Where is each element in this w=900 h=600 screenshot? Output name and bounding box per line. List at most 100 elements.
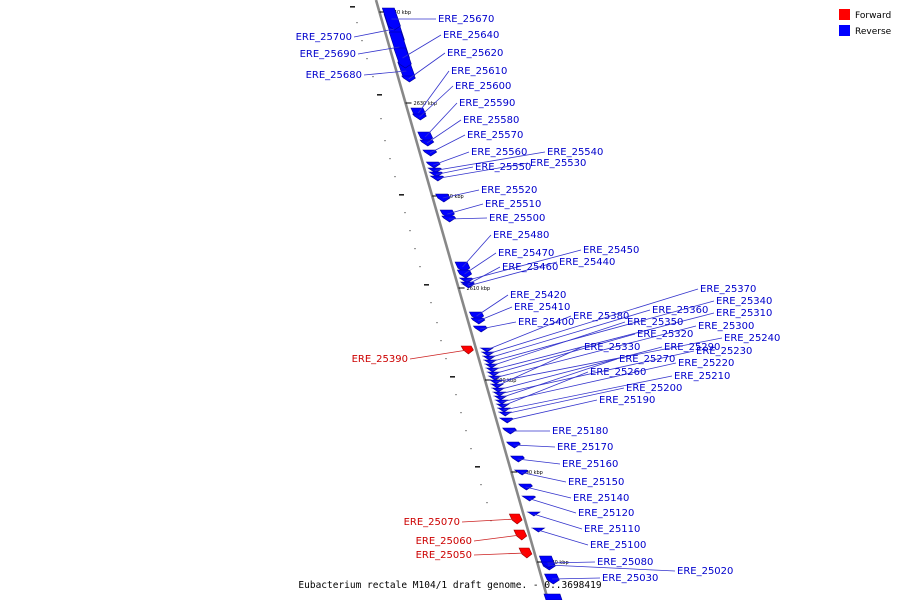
- gene-label[interactable]: ERE_25030: [602, 573, 658, 584]
- label-leader: [494, 325, 697, 379]
- label-leader: [363, 70, 407, 76]
- gene-label[interactable]: ERE_25290: [664, 342, 720, 353]
- gene-label[interactable]: ERE_25110: [584, 524, 640, 535]
- gene-label[interactable]: ERE_25440: [559, 257, 615, 268]
- gene-label[interactable]: ERE_25120: [578, 508, 634, 519]
- gene-label[interactable]: ERE_25070: [404, 517, 460, 528]
- reference-mark: [445, 358, 447, 360]
- gene-label[interactable]: ERE_25180: [552, 426, 608, 437]
- gene-label[interactable]: ERE_25230: [696, 346, 752, 357]
- label-leader: [442, 189, 480, 199]
- reference-mark: [380, 118, 382, 120]
- gene-label[interactable]: ERE_25670: [438, 14, 494, 25]
- gene-label[interactable]: ERE_25460: [502, 262, 558, 273]
- gene-feature-partial: [543, 593, 563, 600]
- genome-caption: Eubacterium rectale M104/1 draft genome.…: [298, 580, 601, 591]
- gene-label[interactable]: ERE_25690: [300, 49, 356, 60]
- label-leader: [409, 349, 468, 360]
- gene-label[interactable]: ERE_25540: [547, 147, 603, 158]
- label-leader: [547, 561, 596, 564]
- gene-label[interactable]: ERE_25560: [471, 147, 527, 158]
- gene-label[interactable]: ERE_25520: [481, 185, 537, 196]
- gene-label[interactable]: ERE_25210: [674, 371, 730, 382]
- reference-mark: [414, 248, 416, 250]
- gene-feature[interactable]: [401, 75, 416, 83]
- reference-mark: [436, 322, 438, 324]
- gene-label[interactable]: ERE_25470: [498, 248, 554, 259]
- gene-label[interactable]: ERE_25500: [489, 213, 545, 224]
- gene-label[interactable]: ERE_25020: [677, 566, 733, 577]
- gene-label[interactable]: ERE_25330: [584, 342, 640, 353]
- gene-label[interactable]: ERE_25170: [557, 442, 613, 453]
- label-leader: [461, 518, 516, 523]
- gene-label[interactable]: ERE_25550: [475, 162, 531, 173]
- gene-label[interactable]: ERE_25340: [716, 296, 772, 307]
- label-leader: [502, 371, 589, 407]
- label-leader: [418, 70, 450, 114]
- gene-label[interactable]: ERE_25240: [724, 333, 780, 344]
- gene-label[interactable]: ERE_25370: [700, 284, 756, 295]
- gene-label[interactable]: ERE_25270: [619, 354, 675, 365]
- reference-mark: [419, 266, 421, 268]
- gene-label[interactable]: ERE_25590: [459, 98, 515, 109]
- reference-mark: [372, 76, 374, 78]
- gene-label[interactable]: ERE_25360: [652, 305, 708, 316]
- label-leader: [501, 362, 677, 403]
- label-leader: [435, 166, 474, 175]
- reference-mark: [356, 22, 358, 24]
- gene-label[interactable]: ERE_25190: [599, 395, 655, 406]
- gene-label[interactable]: ERE_25420: [510, 290, 566, 301]
- gene-label[interactable]: ERE_25410: [514, 302, 570, 313]
- gene-label[interactable]: ERE_25640: [443, 30, 499, 41]
- label-leader: [495, 337, 723, 383]
- reference-mark: [460, 412, 462, 414]
- label-leader: [487, 288, 699, 355]
- gene-label[interactable]: ERE_25450: [583, 245, 639, 256]
- gene-label[interactable]: ERE_25220: [678, 358, 734, 369]
- label-leader: [488, 309, 651, 359]
- label-leader: [547, 564, 676, 572]
- gene-label[interactable]: ERE_25160: [562, 459, 618, 470]
- gene-label[interactable]: ERE_25140: [573, 493, 629, 504]
- reference-mark: [440, 340, 442, 342]
- gene-label[interactable]: ERE_25400: [518, 317, 574, 328]
- label-leader: [503, 375, 673, 411]
- label-leader: [462, 234, 492, 268]
- gene-label[interactable]: ERE_25300: [698, 321, 754, 332]
- gene-label[interactable]: ERE_25310: [716, 308, 772, 319]
- gene-label[interactable]: ERE_25620: [447, 48, 503, 59]
- label-leader: [537, 529, 589, 546]
- gene-label[interactable]: ERE_25600: [455, 81, 511, 92]
- gene-label[interactable]: ERE_25260: [590, 367, 646, 378]
- gene-label[interactable]: ERE_25680: [306, 70, 362, 81]
- label-leader: [467, 266, 501, 285]
- gene-label[interactable]: ERE_25060: [416, 536, 472, 547]
- gene-label[interactable]: ERE_25350: [627, 317, 683, 328]
- label-leader: [408, 52, 446, 80]
- gene-label[interactable]: ERE_25050: [416, 550, 472, 561]
- gene-label[interactable]: ERE_25150: [568, 477, 624, 488]
- gene-label[interactable]: ERE_25080: [597, 557, 653, 568]
- gene-label[interactable]: ERE_25200: [626, 383, 682, 394]
- label-leader: [353, 28, 395, 38]
- gene-label[interactable]: ERE_25580: [463, 115, 519, 126]
- label-leader: [513, 444, 556, 448]
- reference-mark: [486, 502, 488, 504]
- gene-label[interactable]: ERE_25480: [493, 230, 549, 241]
- label-leader: [402, 34, 442, 59]
- gene-label[interactable]: ERE_25530: [530, 158, 586, 169]
- gene-label[interactable]: ERE_25390: [352, 354, 408, 365]
- reference-mark: [424, 284, 429, 286]
- gene-label[interactable]: ERE_25510: [485, 199, 541, 210]
- label-leader: [504, 387, 625, 415]
- gene-label[interactable]: ERE_25380: [573, 311, 629, 322]
- gene-label[interactable]: ERE_25570: [467, 130, 523, 141]
- gene-label[interactable]: ERE_25100: [590, 540, 646, 551]
- label-leader: [493, 333, 636, 375]
- gene-label[interactable]: ERE_25700: [296, 32, 352, 43]
- gene-label[interactable]: ERE_25320: [637, 329, 693, 340]
- gene-label[interactable]: ERE_25610: [451, 66, 507, 77]
- gene-feature[interactable]: [506, 441, 521, 449]
- gene-feature[interactable]: [513, 529, 528, 541]
- label-leader: [480, 321, 517, 330]
